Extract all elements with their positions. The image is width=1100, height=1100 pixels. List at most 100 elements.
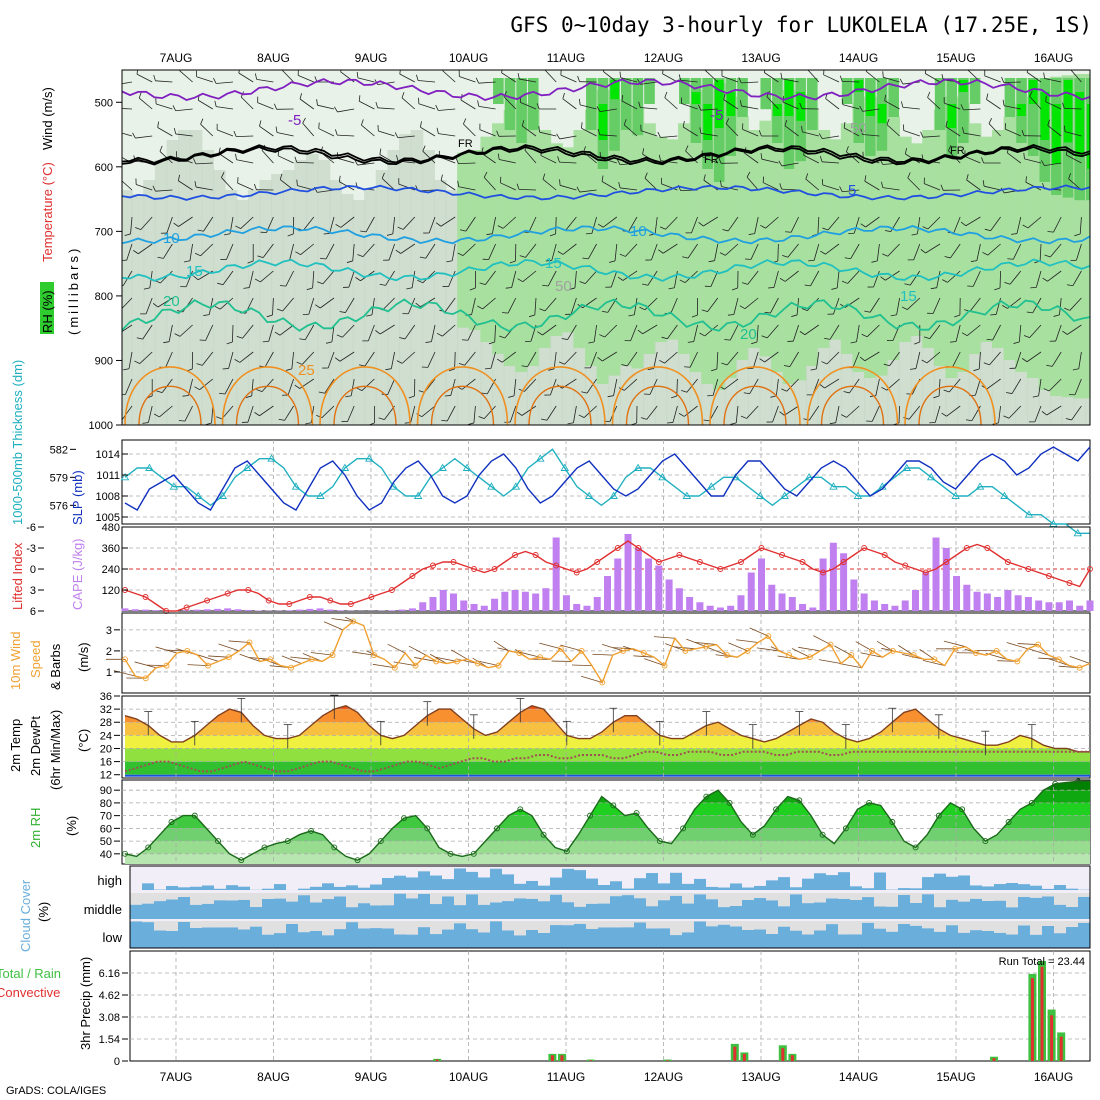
isotherm-25 [416,366,509,425]
upper-wind-barb-flag [386,233,393,236]
upper-wind-barb-flag [345,395,352,398]
cloud-bar [622,888,634,890]
rh2m-line-marker [354,857,361,864]
rh-column-saturated [866,92,875,116]
upper-wind-barb [399,73,415,83]
upper-wind-barb [625,243,638,257]
upper-wind-barb [685,150,698,164]
upper-wind-barb [1004,105,1021,110]
cloud-clear [874,893,886,907]
upper-wind-barb [503,96,517,110]
upper-wind-barb [622,270,638,281]
upper-wind-barb [408,297,416,314]
bottom-day-axis: 7AUG 8AUG 9AUG 10AUG 11AUG 12AUG 13AUG 14AUG 15A… [160,1070,1074,1084]
bottom-day-label: 7AUG [160,1070,193,1084]
cloud-clear [694,893,706,895]
cape-bar [1014,595,1022,611]
cloud-clear [718,893,730,908]
thickness-label: 1000-500mb Thickness (dm) [10,360,25,525]
rh2m-line-marker [1028,799,1035,806]
upper-wind-barb-flag [708,260,715,263]
cloud-bar [1030,885,1042,890]
upper-wind-barb [1066,154,1082,164]
cloud-bar [250,907,262,919]
upper-wind-barb [544,70,557,83]
rh-column-moist [632,78,644,136]
upper-wind-barb-flag [762,176,765,183]
upper-wind-barb-flag [153,413,160,418]
upper-wind-barb [411,270,416,288]
upper-wind-barb-flag [731,287,738,291]
upper-wind-barb-flag [1025,176,1027,183]
upper-wind-barb [400,243,416,254]
upper-wind-barb [784,270,799,282]
cloud-clear [370,921,382,929]
contour-label: FR [950,145,965,157]
upper-wind-barb-flag [764,311,771,314]
upper-wind-barb [259,405,274,417]
temp2m-label-unit: (°C) [76,729,91,752]
axis-tick-label: 576 [50,500,68,512]
upper-wind-barb-flag [670,395,677,399]
cloud-clear [646,921,658,929]
upper-wind-barb [766,96,779,110]
cloud-bar [778,906,790,919]
cloud-bar [454,905,466,919]
upper-wind-barb [565,216,577,231]
upper-wind-barb [239,351,254,363]
dewpoint-line [124,750,1090,773]
upper-wind-barb-flag [235,153,237,160]
cloud-bar [370,928,382,948]
upper-wind-barb [483,405,496,419]
isotherm-25-inner [333,385,397,425]
upper-wind-barb-flag [521,365,528,368]
upper-wind-barb [145,297,153,315]
cloud-bar [394,893,406,919]
cloud-level-middle: middle [84,902,122,917]
cape-bar [244,609,252,611]
upper-wind-barb-flag [818,133,823,139]
upper-wind-barb [789,351,799,367]
upper-wind-barb-flag [205,422,212,425]
thickness-line-marker [682,491,692,499]
upper-wind-barb [421,405,436,418]
rh-column-saturated [691,92,701,104]
cloud-clear [466,893,478,895]
upper-wind-barb-flag [740,415,747,419]
cape-bar [460,600,468,611]
upper-wind-barb-flag [662,70,664,74]
upper-wind-barb [764,351,779,363]
upper-wind-barb [178,216,193,227]
rh2m-line-marker [633,810,640,817]
upper-wind-barb-flag [488,341,495,345]
upper-wind-barb-flag [197,229,204,232]
upper-wind-barb-flag [521,120,525,127]
rh-column-moist [1004,78,1016,117]
upper-wind-barb [522,125,537,137]
cloud-bar [406,898,418,919]
cloud-bar [202,885,214,890]
upper-wind-barb-flag [883,363,890,367]
cape-bar [491,598,499,611]
upper-wind-barb [896,297,900,315]
cloud-bar [358,928,370,948]
precip-conv-bar [666,1060,670,1061]
wind10-barb [749,627,769,637]
cape-bar [203,609,211,611]
cloud-clear [442,893,454,897]
upper-wind-barb-flag [960,104,964,111]
upper-wind-barb [932,297,941,314]
rh-column [154,160,168,425]
upper-wind-barb [1059,297,1062,315]
cloud-clear [514,893,526,899]
precip-total-bar [663,1059,672,1061]
upper-wind-barb [929,324,941,339]
cloud-bar [514,883,526,890]
upper-wind-barb [886,124,900,137]
rh-column-green [957,103,970,372]
upper-wind-barb [651,243,658,261]
upper-wind-barb [633,297,638,315]
rh-column-green [991,130,1005,348]
upper-wind-barb-flag [860,128,863,135]
